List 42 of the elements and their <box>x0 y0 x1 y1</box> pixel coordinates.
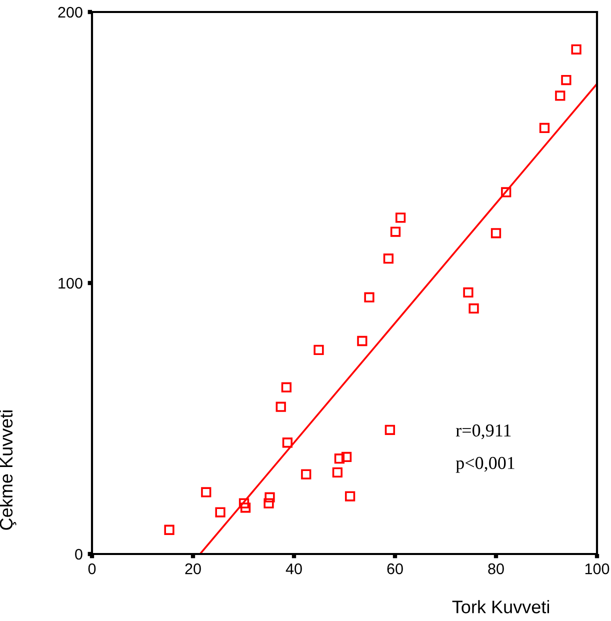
point <box>561 74 572 86</box>
point <box>395 212 406 223</box>
point <box>201 487 212 498</box>
x-tick-label: 60 <box>387 563 403 574</box>
point <box>539 122 550 134</box>
point <box>364 292 374 302</box>
y-tick-label: 200 <box>58 6 82 18</box>
x-axis-title: Tork Kuvveti <box>452 600 549 614</box>
y-tick-label: 0 <box>75 548 82 560</box>
x-tick-label: 0 <box>88 563 96 574</box>
point <box>240 502 251 513</box>
point <box>501 187 512 198</box>
point <box>164 524 174 535</box>
point <box>238 498 250 508</box>
point <box>215 507 226 518</box>
point <box>390 226 401 237</box>
annotation: p<0,001 <box>456 456 514 473</box>
x-tick-label: 20 <box>185 563 201 574</box>
point <box>383 254 394 264</box>
point <box>571 44 582 54</box>
point <box>276 402 286 412</box>
point <box>463 287 474 298</box>
point <box>384 424 396 435</box>
point <box>490 228 502 238</box>
point <box>314 344 324 356</box>
point <box>344 491 356 502</box>
x-tick-label: 40 <box>286 563 302 574</box>
point <box>341 452 352 462</box>
point <box>555 90 566 101</box>
x-tick-label: 100 <box>585 563 610 574</box>
point <box>334 454 345 464</box>
x-tick-label: 80 <box>488 563 504 574</box>
point <box>264 492 275 502</box>
point <box>282 438 293 448</box>
point <box>264 498 274 508</box>
point <box>357 336 368 346</box>
annotation: r=0,911 <box>456 424 511 440</box>
point <box>281 382 292 392</box>
point <box>332 467 342 478</box>
point <box>468 303 479 314</box>
point <box>301 469 312 480</box>
y-tick-label: 100 <box>58 278 82 289</box>
